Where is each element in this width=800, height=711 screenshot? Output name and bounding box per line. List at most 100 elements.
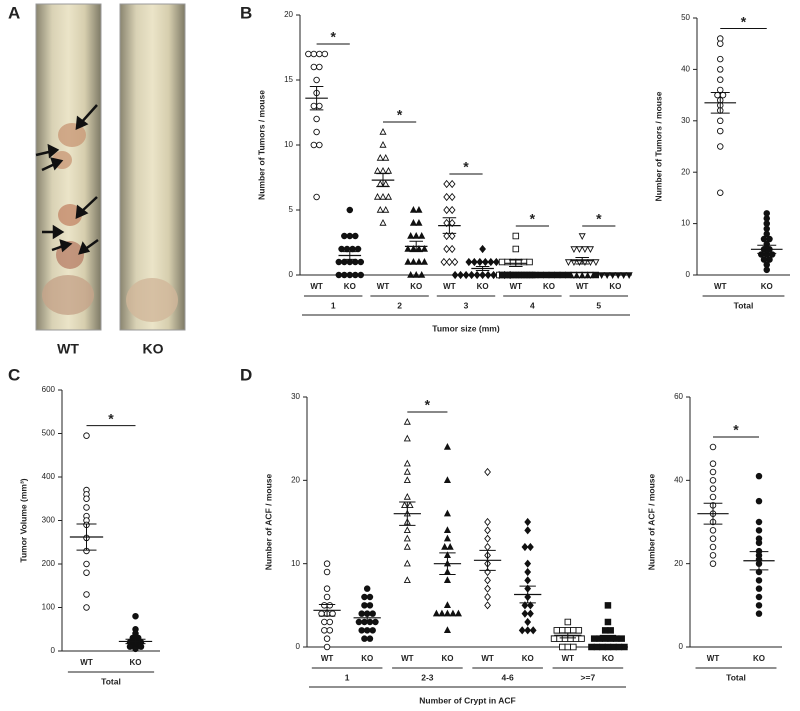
- data-point: [760, 256, 768, 263]
- data-point: [567, 635, 574, 642]
- data-point: [443, 526, 451, 534]
- data-point: [382, 205, 390, 213]
- data-point: [498, 258, 506, 266]
- significance-label: *: [596, 211, 602, 227]
- data-point: [418, 231, 426, 239]
- data-point: [346, 271, 354, 279]
- panel-label: A: [8, 3, 20, 22]
- error-bar: [509, 259, 523, 268]
- y-tick-label: 200: [42, 559, 56, 568]
- data-point: [403, 434, 411, 442]
- data-point: [717, 86, 724, 94]
- y-tick-label: 30: [291, 392, 300, 401]
- data-point: [366, 593, 374, 601]
- data-point: [484, 534, 491, 543]
- group-label: 4: [530, 300, 535, 310]
- error-bar: [519, 585, 536, 604]
- data-point: [512, 232, 520, 240]
- data-point: [709, 535, 717, 542]
- error-bar: [343, 251, 357, 260]
- data-point: [512, 245, 520, 253]
- data-point: [448, 244, 456, 254]
- significance-label: *: [330, 29, 336, 45]
- data-point: [382, 153, 390, 161]
- data-point: [403, 476, 411, 484]
- x-tick-label: KO: [130, 658, 142, 667]
- data-point: [763, 230, 771, 238]
- data-point: [403, 542, 411, 550]
- data-point: [625, 272, 633, 280]
- data-point: [382, 179, 390, 187]
- x-tick-label: WT: [510, 282, 523, 291]
- data-point: [349, 245, 356, 253]
- tumor: [58, 204, 82, 226]
- group-label: 1: [345, 672, 350, 682]
- data-point: [379, 218, 387, 226]
- data-point: [449, 609, 457, 617]
- data-point: [755, 593, 763, 601]
- data-point: [709, 485, 717, 492]
- group-label: 5: [596, 300, 601, 310]
- data-point: [524, 517, 532, 527]
- error-bar: [599, 634, 617, 641]
- data-point: [323, 568, 331, 576]
- data-point: [438, 609, 446, 617]
- data-point: [443, 179, 451, 189]
- data-point: [709, 468, 717, 476]
- data-point: [323, 593, 331, 601]
- y-tick-label: 15: [284, 75, 293, 84]
- data-point: [403, 559, 411, 567]
- arrows: [35, 104, 99, 255]
- data-point: [564, 259, 572, 267]
- data-point: [443, 509, 451, 517]
- data-point: [527, 609, 534, 618]
- x-tick-label: KO: [753, 654, 765, 663]
- data-point: [592, 271, 599, 279]
- x-tick-label: WT: [377, 282, 390, 291]
- data-point: [126, 643, 134, 650]
- group-label: 1: [331, 300, 336, 310]
- data-point: [409, 257, 417, 265]
- panel-label: D: [240, 365, 252, 384]
- data-point: [599, 643, 606, 651]
- data-point: [755, 602, 763, 609]
- data-point: [366, 635, 374, 642]
- y-tick-label: 20: [674, 559, 683, 568]
- data-point: [524, 626, 532, 635]
- data-point: [432, 609, 440, 617]
- data-point: [443, 534, 451, 542]
- data-point: [755, 472, 763, 480]
- data-point: [578, 233, 586, 241]
- y-tick-label: 5: [289, 205, 294, 214]
- x-tick-label: WT: [443, 282, 456, 291]
- data-point: [321, 618, 328, 626]
- data-point: [310, 50, 318, 58]
- data-point: [443, 576, 451, 584]
- data-point: [403, 459, 411, 467]
- data-point: [709, 460, 717, 467]
- significance-label: *: [463, 159, 469, 175]
- data-point: [717, 40, 724, 47]
- data-point: [709, 560, 717, 567]
- x-tick-label: KO: [609, 282, 621, 291]
- y-tick-label: 10: [681, 219, 690, 228]
- data-point: [409, 205, 417, 213]
- error-bar: [703, 502, 723, 525]
- data-point: [575, 246, 583, 254]
- x-axis-label: Tumor size (mm): [432, 323, 500, 333]
- data-point: [755, 539, 763, 547]
- data-point: [462, 270, 470, 280]
- data-point: [709, 493, 717, 501]
- error-bar: [125, 638, 146, 645]
- data-point: [590, 635, 598, 642]
- data-point: [618, 635, 625, 642]
- data-point: [468, 270, 475, 280]
- data-point: [570, 643, 577, 651]
- x-tick-label: KO: [761, 282, 773, 291]
- data-point: [717, 189, 724, 197]
- tumor: [58, 123, 86, 147]
- data-point: [515, 271, 522, 279]
- data-point: [384, 192, 393, 200]
- y-axis-label: Number of ACF / mouse: [263, 473, 273, 570]
- y-axis-label: Number of Tumors / mouse: [256, 90, 266, 200]
